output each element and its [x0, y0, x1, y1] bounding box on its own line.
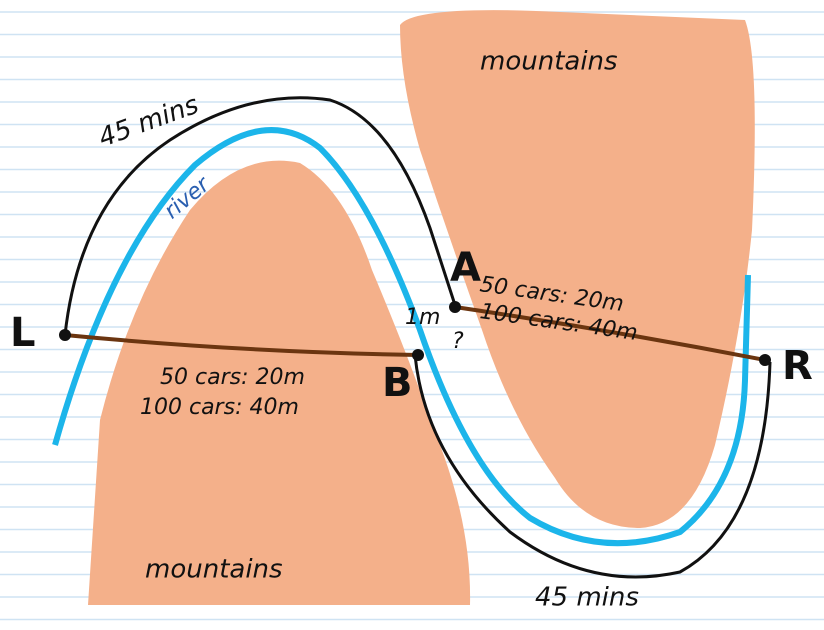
label: 1m	[405, 305, 440, 330]
label: 50 cars: 20m	[160, 365, 305, 390]
point	[59, 329, 71, 341]
point	[449, 301, 461, 313]
label: ?	[452, 329, 464, 354]
label: mountains	[145, 555, 283, 585]
diagram: mountains mountains 45 mins 45 mins rive…	[0, 0, 824, 630]
point	[759, 354, 771, 366]
label: L	[10, 310, 36, 356]
label: R	[782, 343, 813, 389]
label: mountains	[480, 47, 618, 77]
label: 100 cars: 40m	[140, 395, 299, 420]
label: 45 mins	[95, 90, 203, 154]
label: A	[450, 245, 481, 291]
label: 45 mins	[535, 583, 639, 613]
label: B	[382, 360, 413, 406]
point	[412, 349, 424, 361]
